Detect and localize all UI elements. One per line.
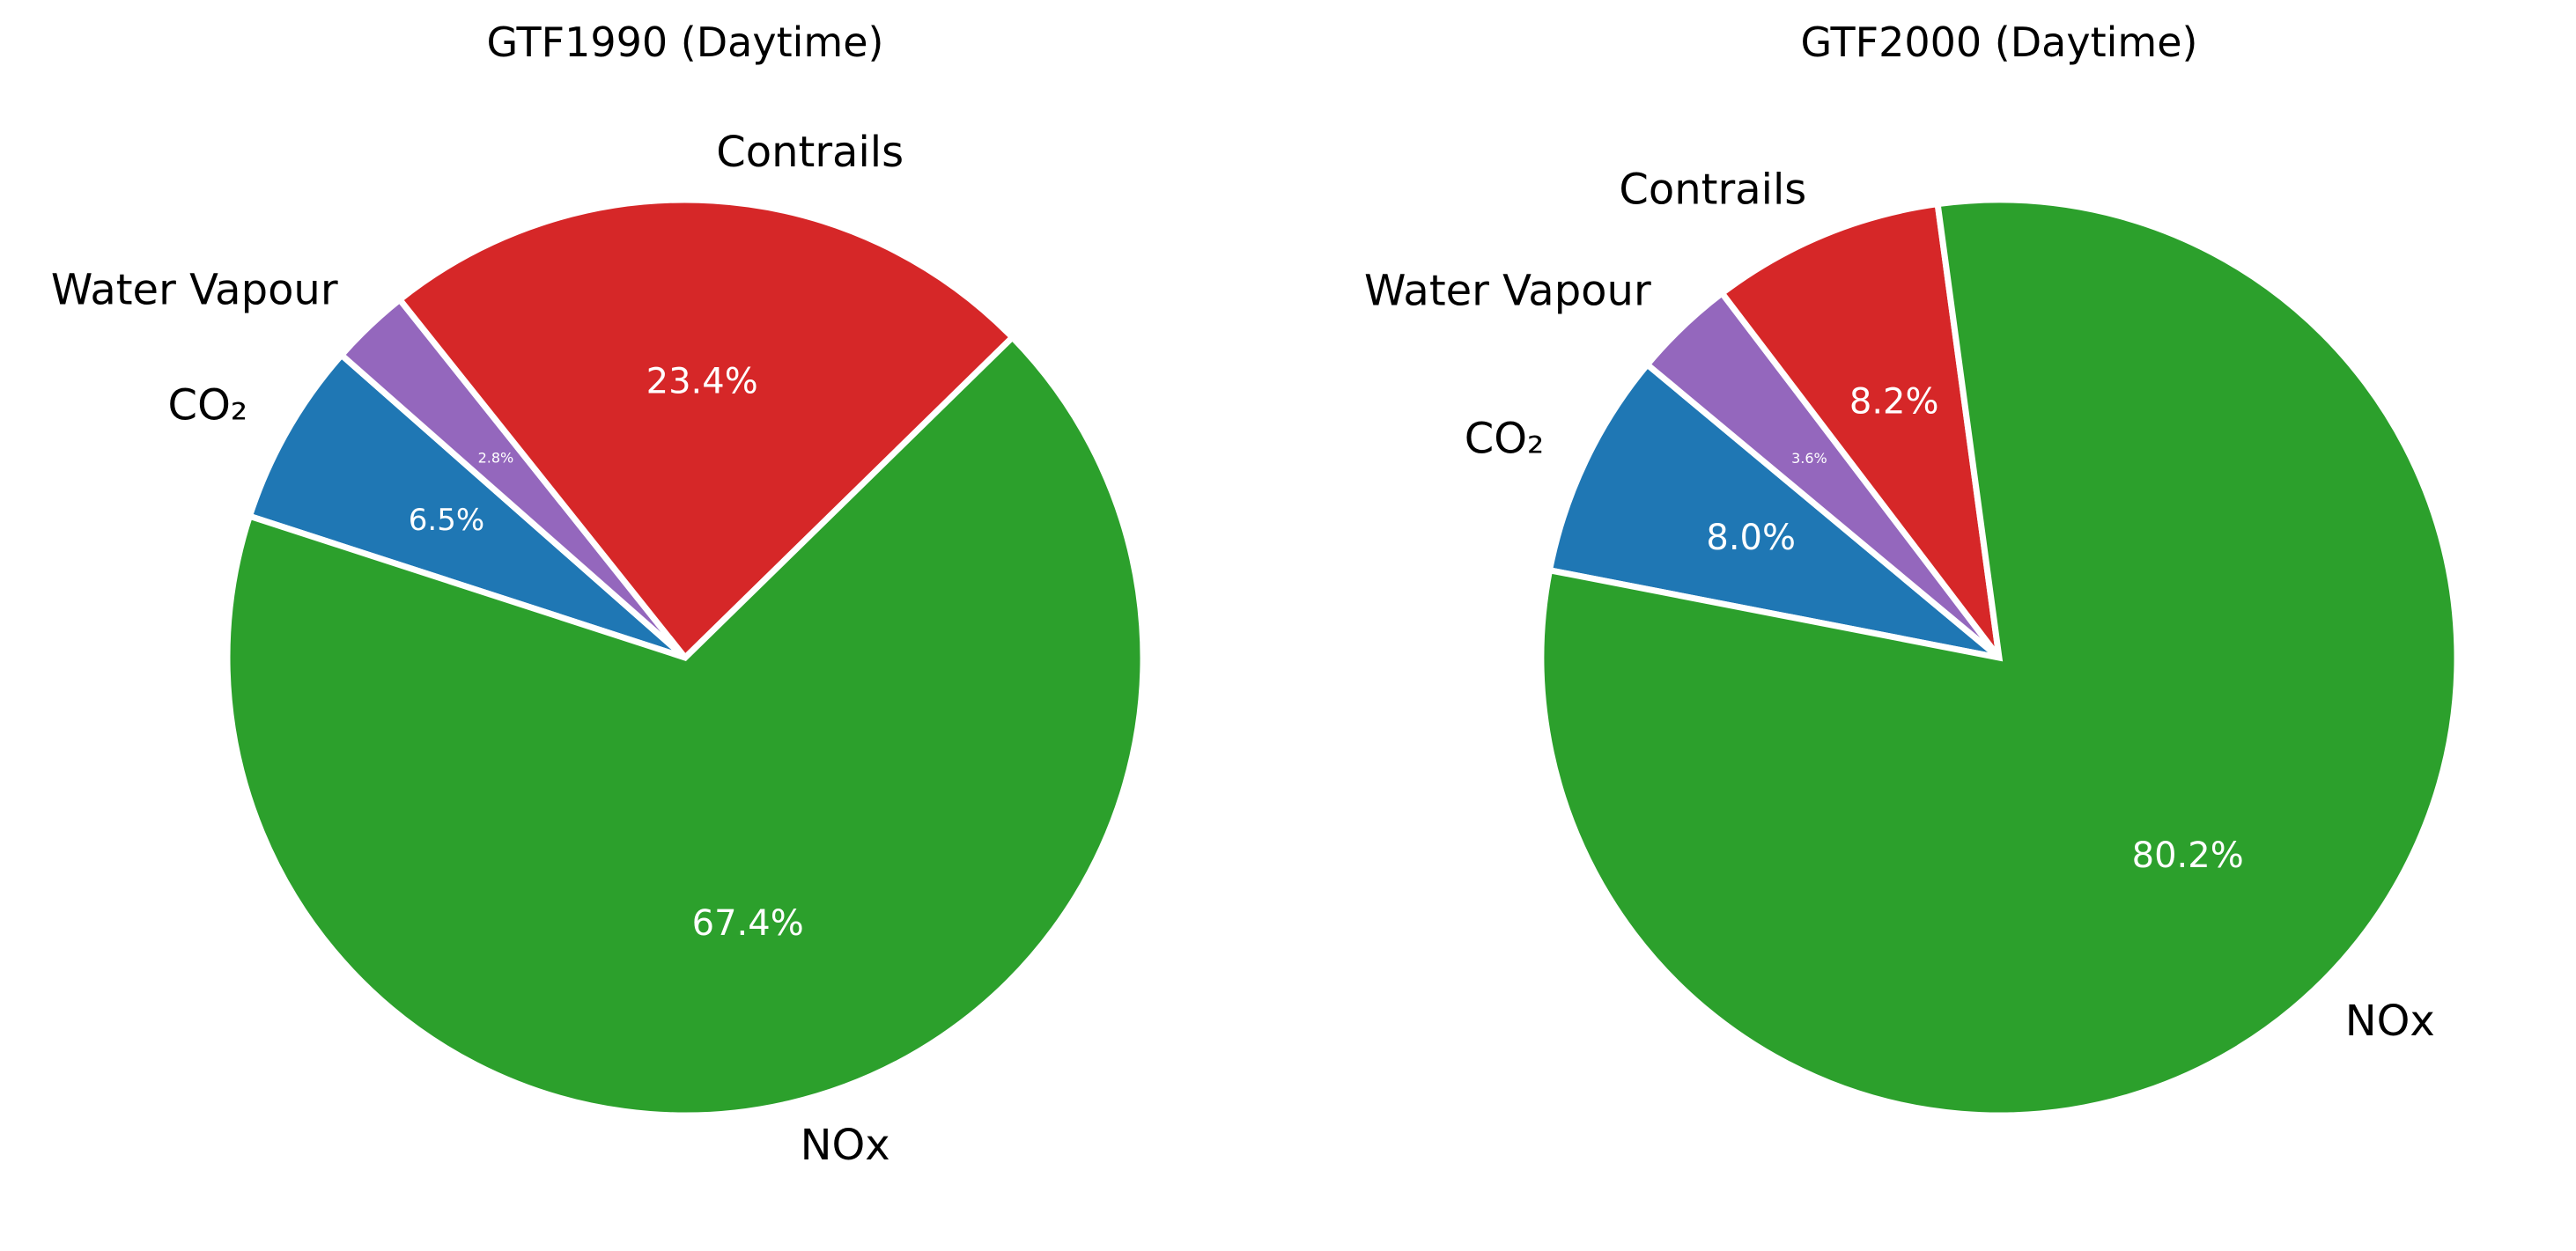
pie-slices bbox=[1538, 196, 2461, 1119]
pie-slice-contrails bbox=[1717, 200, 2004, 669]
category-label: Water Vapour bbox=[51, 266, 338, 315]
percent-label: 8.0% bbox=[1706, 518, 1796, 558]
category-label: Water Vapour bbox=[1364, 267, 1651, 316]
percent-label: 80.2% bbox=[2132, 835, 2244, 876]
pie-labels: CO₂ 6.5% Water Vapour 2.8% Contrails 23.4% NOx… bbox=[51, 128, 904, 1170]
percent-label: 3.6% bbox=[1791, 450, 1827, 467]
pie-slice-nox bbox=[1538, 196, 2461, 1119]
pie-chart-gtf1990: GTF1990 (Daytime) CO₂ 6.5% Water Vapour 2.8… bbox=[51, 18, 1147, 1170]
category-label: NOx bbox=[801, 1121, 890, 1170]
pie-slice-nox bbox=[224, 333, 1147, 1119]
category-label: Contrails bbox=[1619, 166, 1806, 215]
pie-labels: CO₂ 8.0% Water Vapour 3.6% Contrails 8.2% NOx 8… bbox=[1364, 166, 2435, 1046]
percent-label: 6.5% bbox=[409, 503, 484, 538]
category-label: NOx bbox=[2345, 997, 2435, 1046]
category-label: Contrails bbox=[716, 128, 904, 177]
percent-label: 23.4% bbox=[646, 362, 758, 402]
pie-slice-co- bbox=[246, 350, 688, 661]
pie-slice-contrails bbox=[395, 196, 1017, 663]
category-label: CO₂ bbox=[1465, 415, 1545, 464]
chart-title: GTF1990 (Daytime) bbox=[487, 18, 884, 66]
pie-slices bbox=[224, 196, 1147, 1119]
percent-label: 8.2% bbox=[1849, 382, 1939, 423]
chart-title: GTF2000 (Daytime) bbox=[1801, 18, 2198, 66]
pie-chart-gtf2000: GTF2000 (Daytime) CO₂ 8.0% Water Vapour 3.6… bbox=[1364, 18, 2461, 1119]
percent-label: 67.4% bbox=[692, 903, 804, 944]
percent-label: 2.8% bbox=[478, 450, 514, 467]
category-label: CO₂ bbox=[168, 381, 248, 430]
pie-slice-co- bbox=[1546, 360, 2002, 661]
